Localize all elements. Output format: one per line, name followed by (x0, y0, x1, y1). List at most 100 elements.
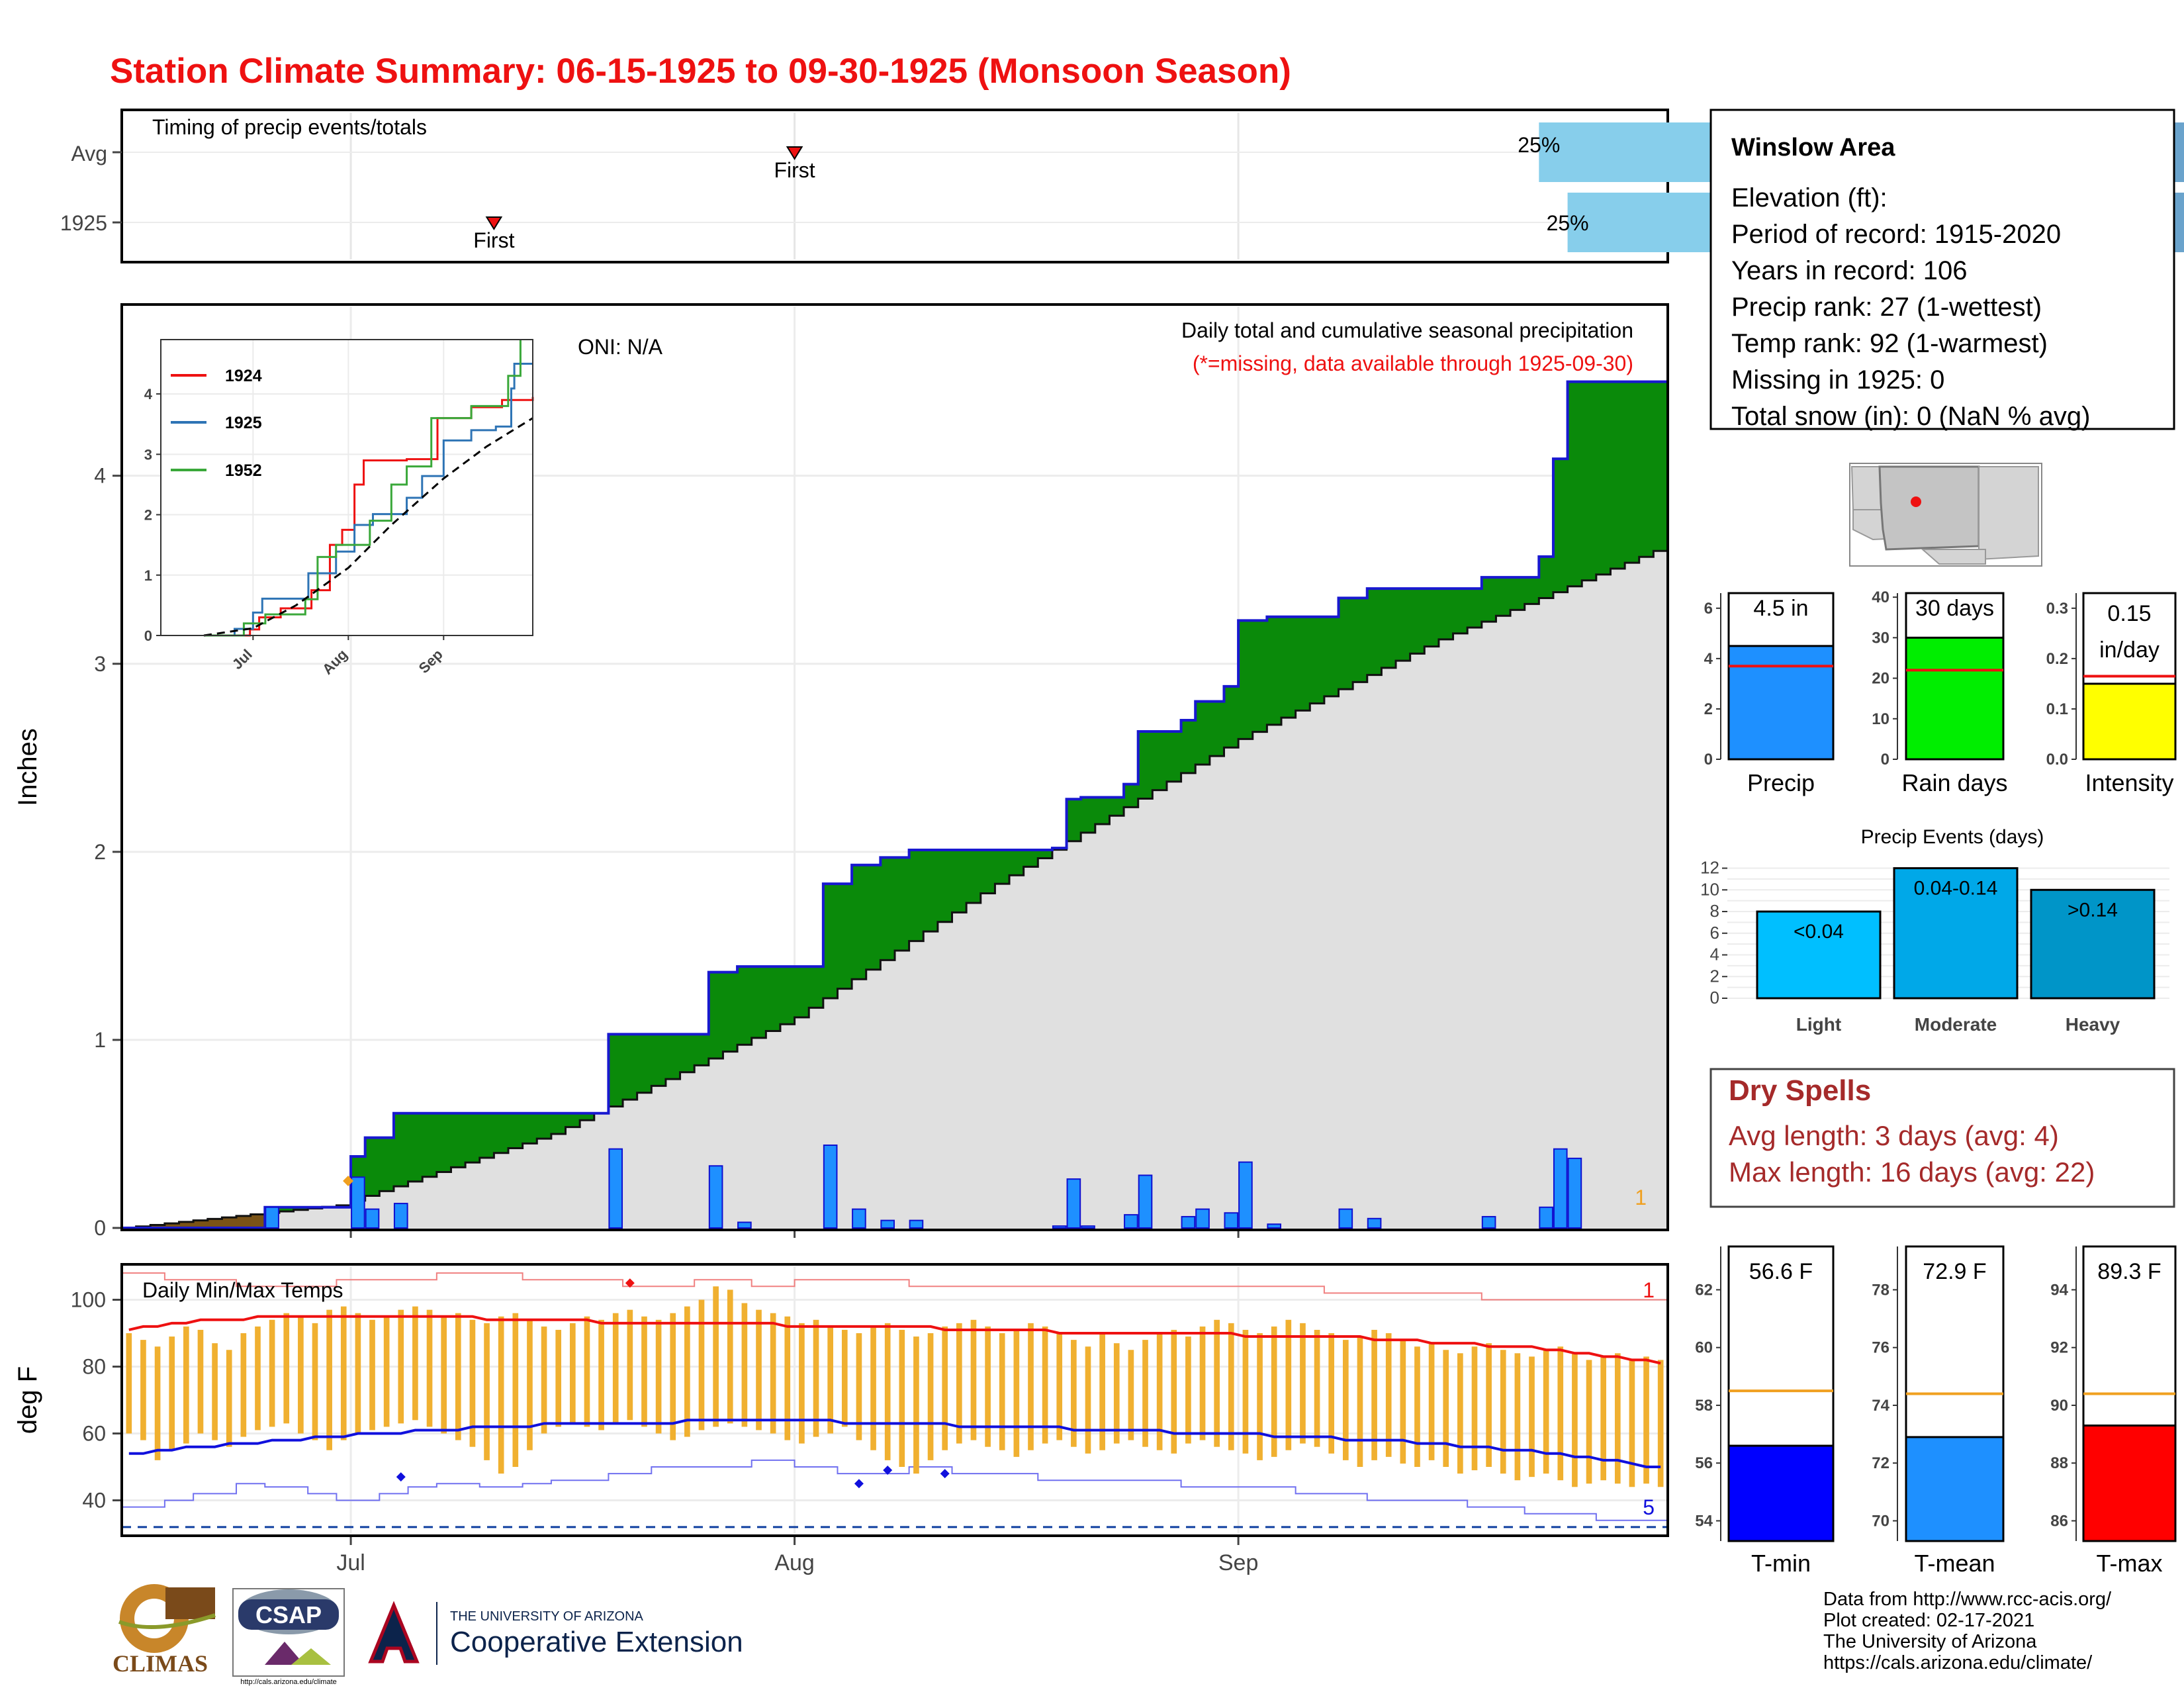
above-average-fill (279, 1207, 295, 1212)
precip-ytick-label: 0 (94, 1216, 106, 1240)
daily-precip-bar-14 (1081, 1225, 1095, 1229)
above-average-fill (1267, 616, 1282, 725)
above-average-fill (1582, 381, 1597, 581)
daily-precip-bar-13 (1066, 1178, 1081, 1229)
inset-border (160, 339, 533, 636)
station-location-marker (1911, 496, 1921, 507)
temp-range-bar-32 (584, 1316, 590, 1427)
above-average-fill (937, 849, 953, 922)
temp-range-bar-12 (298, 1316, 304, 1434)
temp-summary-t-min-ytick-label: 54 (1695, 1512, 1713, 1530)
temp-title: Daily Min/Max Temps (142, 1278, 343, 1302)
above-average-fill (852, 865, 867, 980)
daily-precip-bar-20 (1238, 1161, 1253, 1229)
temp-range-bar-50 (841, 1329, 848, 1427)
above-average-fill (1252, 620, 1267, 732)
inset-legend-label-1925: 1925 (225, 414, 262, 432)
climas-logo-text: CLIMAS (113, 1650, 208, 1677)
inset-ytick-label: 3 (144, 446, 152, 463)
daily-precip-bar-16 (1138, 1174, 1153, 1229)
above-average-fill (508, 1113, 523, 1149)
station-line-snow: Total snow (in): 0 (NaN % avg) (1731, 402, 2090, 431)
daily-precip-bar-19 (1224, 1212, 1239, 1229)
first-event-marker (485, 216, 503, 230)
summary-precip-value-bar (1727, 645, 1835, 761)
first-event-label: First (774, 158, 815, 182)
temp-range-bar-92 (1443, 1350, 1449, 1467)
temp-range-bar-44 (756, 1309, 762, 1430)
temp-range-bar-46 (784, 1316, 791, 1440)
temp-range-bar-2 (154, 1346, 161, 1460)
above-average-fill (637, 1034, 652, 1093)
daily-precip-bar-26 (1553, 1148, 1568, 1229)
dry-spells-avg: Avg length: 3 days (avg: 4) (1729, 1120, 2059, 1151)
above-average-fill (1510, 577, 1525, 610)
temp-range-bar-36 (641, 1316, 647, 1427)
temp-range-bar-53 (884, 1323, 891, 1460)
daily-precip-bar-17 (1181, 1215, 1196, 1229)
station-line-elevation: Elevation (ft): (1731, 183, 1888, 212)
temp-summary-t-max-ytick-label: 90 (2050, 1397, 2068, 1415)
summary-intensity-ytick-label: 0.2 (2046, 650, 2068, 668)
daily-precip-bar-2 (365, 1208, 380, 1229)
csap-logo-url: http://cals.arizona.edu/climate (240, 1678, 337, 1686)
first-event-label: First (473, 228, 514, 252)
above-average-fill (1195, 701, 1210, 765)
temp-range-bar-0 (126, 1333, 132, 1434)
ua-cooperative-extension-logo: THE UNIVERSITY OF ARIZONA Cooperative Ex… (361, 1601, 743, 1668)
temp-summary-t-max-value-bar (2082, 1424, 2177, 1542)
above-average-fill (379, 1137, 394, 1192)
events-bar-label-moderate: 0.04-0.14 (1914, 878, 1998, 900)
summary-precip-ytick-label: 2 (1704, 700, 1713, 718)
footer-line-url: https://cals.arizona.edu/climate/ (1823, 1652, 2093, 1673)
temp-range-bar-13 (312, 1323, 318, 1440)
inset-background (161, 340, 533, 635)
record-high-line (122, 1272, 1668, 1301)
above-average-fill (494, 1113, 509, 1153)
temp-summary-t-mean-ytick-label: 78 (1872, 1281, 1889, 1299)
temp-range-bar-65 (1056, 1333, 1063, 1440)
temp-ytick-label: 80 (82, 1355, 106, 1379)
footer-line-plot-created: Plot created: 02-17-2021 (1823, 1610, 2034, 1631)
summary-intensity-category-label: Intensity (2085, 769, 2173, 796)
summary-precip-ytick-label: 4 (1704, 650, 1713, 668)
temp-range-bar-72 (1156, 1333, 1163, 1450)
temp-range-bar-26 (498, 1316, 504, 1474)
temp-range-bar-3 (169, 1336, 175, 1450)
temp-range-bar-24 (469, 1319, 476, 1447)
temp-range-bar-1 (140, 1340, 146, 1440)
daily-precip-bar-18 (1195, 1208, 1210, 1229)
precip-ytick-label: 3 (94, 652, 106, 676)
temp-summary-t-mean-value-label: 72.9 F (1923, 1259, 1986, 1284)
daily-precip-bar-25 (1539, 1206, 1553, 1229)
temp-range-bar-6 (212, 1343, 218, 1440)
temp-range-bar-70 (1128, 1350, 1134, 1440)
temp-range-bar-42 (727, 1289, 733, 1424)
above-average-fill (408, 1113, 423, 1182)
quartile-label-25: 25% (1547, 211, 1589, 235)
summary-rain-days-ytick-label: 20 (1872, 670, 1889, 688)
above-average-fill (465, 1113, 480, 1163)
temp-range-bar-57 (942, 1326, 948, 1450)
temp-range-bar-67 (1085, 1346, 1091, 1454)
cumulative-1925-line (122, 380, 1668, 1229)
daily-precip-bar-23 (1367, 1217, 1382, 1229)
temp-range-bar-61 (999, 1333, 1005, 1450)
page-title: Station Climate Summary: 06-15-1925 to 0… (110, 52, 1291, 91)
above-average-fill (680, 1034, 695, 1072)
station-line-precip-rank: Precip rank: 27 (1-wettest) (1731, 293, 2042, 322)
above-average-fill (1524, 577, 1539, 604)
temp-range-bar-10 (269, 1319, 275, 1427)
temp-range-bar-102 (1586, 1360, 1592, 1484)
temp-range-bar-7 (226, 1350, 232, 1447)
above-average-fill (1438, 588, 1454, 639)
events-ytick-label: 8 (1710, 901, 1719, 921)
above-average-fill (1038, 849, 1053, 859)
daily-precip-bar-9 (852, 1208, 866, 1229)
temp-range-bar-23 (455, 1313, 461, 1440)
temp-corner-bottom: 5 (1643, 1495, 1655, 1519)
above-average-fill (895, 857, 910, 951)
temp-range-bar-106 (1643, 1356, 1649, 1484)
temp-summary-t-mean-value-bar (1905, 1436, 2005, 1542)
